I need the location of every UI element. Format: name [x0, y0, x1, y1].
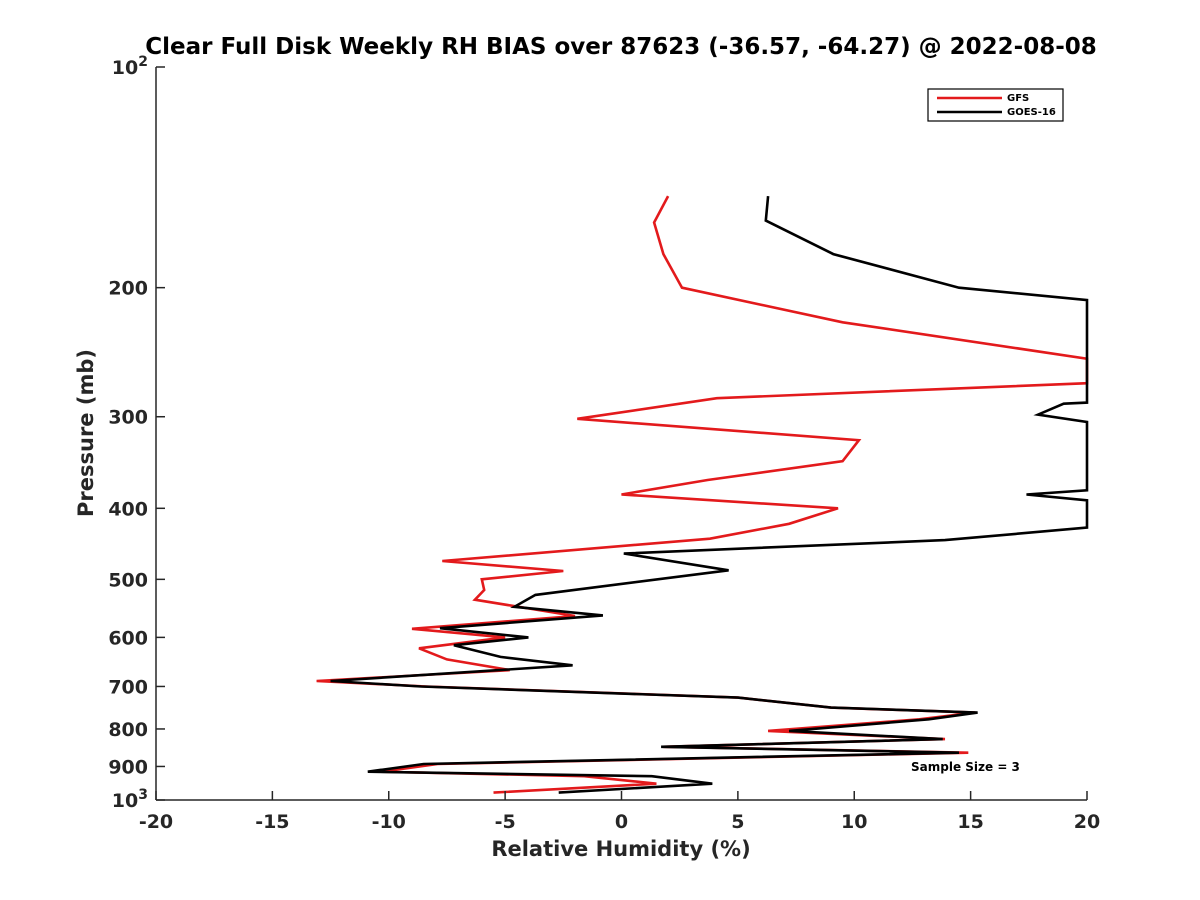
- x-ticks: -20 -15 -10 -5 0 5 10 15 20: [139, 791, 1100, 833]
- series-line-gfs: [316, 195, 1089, 794]
- legend-box: [927, 88, 1064, 122]
- legend: GFS GOES-16: [927, 88, 1064, 122]
- x-tick-label: -20: [139, 811, 173, 833]
- y-tick-label: 400: [108, 498, 148, 520]
- x-tick-label: 10: [841, 811, 867, 833]
- y-tick-label: 300: [108, 407, 148, 429]
- y-tick-base: 700: [108, 676, 148, 698]
- y-tick-label: 500: [108, 569, 148, 591]
- x-tick-label: 5: [731, 811, 744, 833]
- y-tick-base: 900: [108, 756, 148, 778]
- y-axis-label: Pressure (mb): [74, 349, 98, 517]
- x-tick-label: -15: [255, 811, 289, 833]
- series-layer: [316, 195, 1089, 794]
- sample-size-annotation: Sample Size = 3: [911, 760, 1020, 774]
- y-tick-exponent: 3: [138, 787, 148, 803]
- legend-label-goes16: GOES-16: [1007, 107, 1056, 118]
- y-tick-exponent: 2: [138, 54, 148, 70]
- y-tick-label: 103: [112, 787, 148, 812]
- y-tick-base: 600: [108, 627, 148, 649]
- y-tick-label: 800: [108, 719, 148, 741]
- x-tick-label: 0: [615, 811, 628, 833]
- x-tick-label: 20: [1074, 811, 1100, 833]
- legend-label-gfs: GFS: [1007, 93, 1029, 104]
- y-tick-base: 800: [108, 719, 148, 741]
- series-line-goes-16: [330, 195, 1089, 794]
- y-tick-base: 500: [108, 569, 148, 591]
- y-tick-base: 300: [108, 407, 148, 429]
- chart-title: Clear Full Disk Weekly RH BIAS over 8762…: [145, 34, 1097, 60]
- y-tick-base: 10: [112, 790, 138, 812]
- y-tick-label: 102: [112, 54, 148, 79]
- y-tick-label: 700: [108, 676, 148, 698]
- y-tick-label: 200: [108, 278, 148, 300]
- y-tick-base: 200: [108, 278, 148, 300]
- y-tick-label: 600: [108, 627, 148, 649]
- x-tick-label: -10: [372, 811, 406, 833]
- y-tick-label: 900: [108, 756, 148, 778]
- y-tick-base: 400: [108, 498, 148, 520]
- x-tick-label: 15: [957, 811, 983, 833]
- y-tick-base: 10: [112, 57, 138, 79]
- plot-area: -20 -15 -10 -5 0 5 10 15 20 10220030040050060070…: [108, 54, 1100, 833]
- x-tick-label: -5: [495, 811, 516, 833]
- x-axis-label: Relative Humidity (%): [491, 837, 750, 861]
